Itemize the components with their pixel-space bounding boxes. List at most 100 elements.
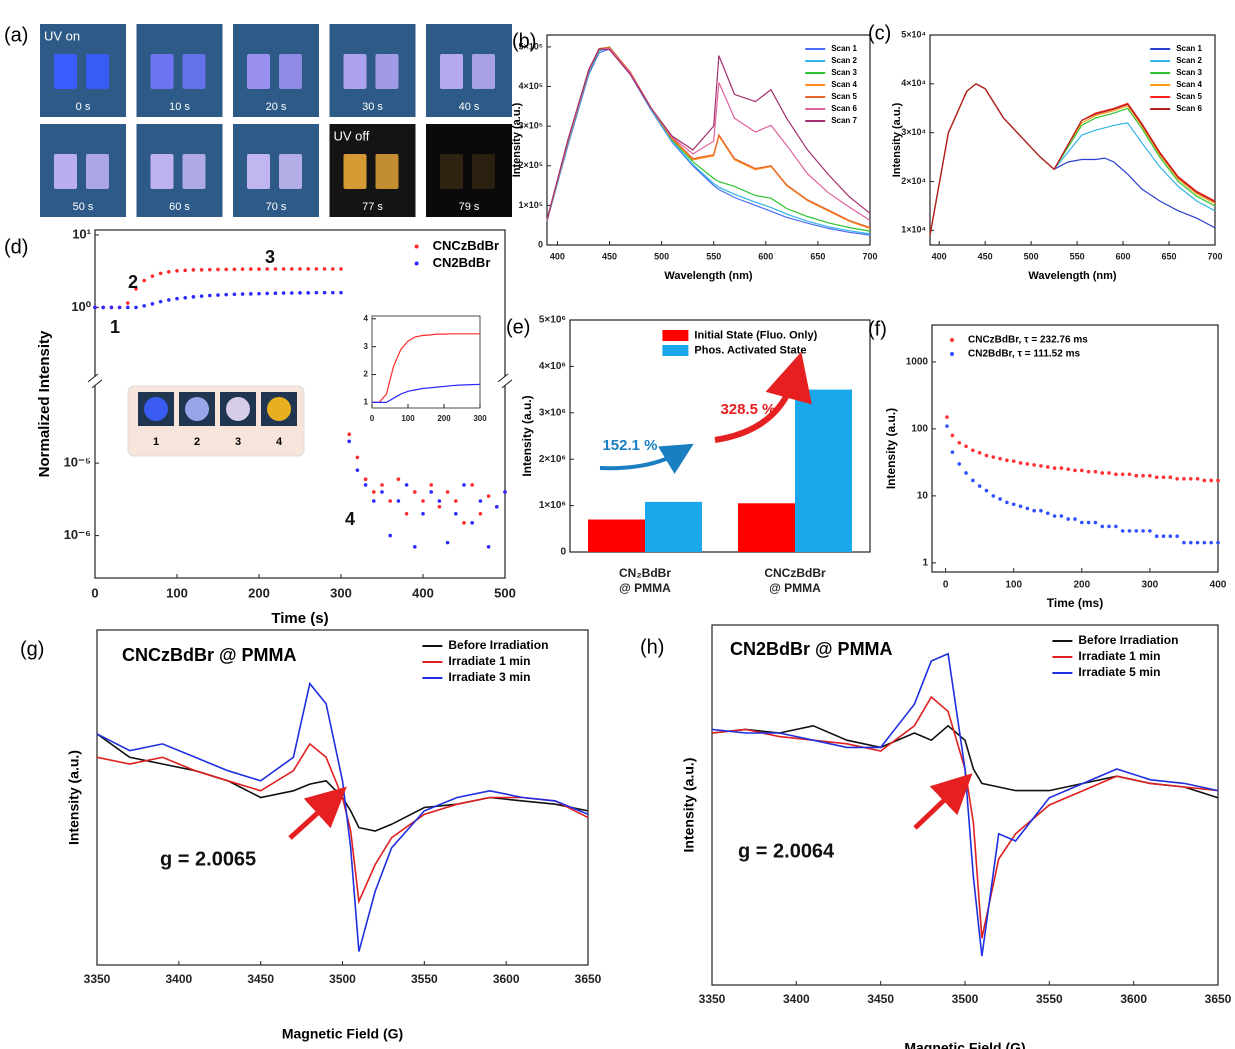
sample <box>86 154 109 189</box>
x-tick-label: 500 <box>494 585 516 600</box>
x-axis-label: Time (ms) <box>1047 596 1103 610</box>
legend-label: Before Irradiation <box>448 638 548 652</box>
x-tick-label: 700 <box>862 251 877 261</box>
x-tick-label: 600 <box>1116 251 1131 261</box>
photo-sample <box>267 397 291 421</box>
sample <box>343 154 367 189</box>
photo-caption: 50 s <box>73 201 94 213</box>
sample <box>247 154 270 189</box>
x-tick-label: 650 <box>810 251 825 261</box>
axis-break <box>497 373 509 383</box>
y-tick-label: 5×10⁶ <box>539 315 566 326</box>
point <box>1018 504 1023 509</box>
point <box>470 483 475 487</box>
point <box>1052 514 1057 518</box>
x-tick-label: 3400 <box>783 992 810 1006</box>
y-tick-label: 4×10⁵ <box>519 81 544 91</box>
x-tick-label: 550 <box>706 251 721 261</box>
point <box>1154 534 1159 538</box>
legend-swatch <box>414 261 419 266</box>
point <box>1209 478 1213 483</box>
category-label: CNCzBdBr @ PMMA <box>764 566 826 595</box>
point <box>396 499 401 503</box>
series-line <box>711 652 1219 957</box>
photo-tag: UV off <box>334 128 370 143</box>
axis-break <box>501 379 513 389</box>
legend-label: CNCzBdBr, τ = 232.76 ms <box>968 335 1088 346</box>
point <box>991 494 996 498</box>
point <box>314 290 319 295</box>
annotation: 2 <box>128 272 138 292</box>
legend-swatch <box>950 338 954 342</box>
series-line <box>96 681 589 952</box>
point <box>150 302 155 306</box>
x-tick-label: 200 <box>1073 580 1090 591</box>
sample <box>54 54 77 89</box>
y-axis-label: Normalized Intensity <box>36 330 53 477</box>
point <box>1168 475 1173 480</box>
y-tick-label: 1×10⁴ <box>901 225 926 235</box>
panel-label: (a) <box>4 24 28 46</box>
annotation: g = 2.0064 <box>738 840 835 862</box>
point <box>1120 529 1125 533</box>
chart-title: CNCzBdBr @ PMMA <box>122 645 297 665</box>
y-tick-label: 100 <box>911 424 928 435</box>
point <box>998 497 1002 501</box>
point <box>101 305 105 310</box>
point <box>1127 472 1132 477</box>
point <box>1182 476 1186 481</box>
point <box>486 545 491 549</box>
point <box>1175 476 1179 481</box>
point <box>950 450 955 454</box>
axis-break-gap <box>89 376 101 385</box>
photo-label: 3 <box>235 436 241 448</box>
point <box>355 455 360 460</box>
x-tick-label: 3500 <box>952 992 979 1006</box>
point <box>322 267 327 271</box>
point <box>1025 462 1030 466</box>
point <box>224 292 228 297</box>
point <box>306 267 311 271</box>
point <box>1127 529 1132 533</box>
legend-label: Scan 2 <box>1176 56 1202 65</box>
sample <box>54 154 77 189</box>
x-tick-label: 550 <box>1070 251 1085 261</box>
x-tick-label: 3600 <box>1120 992 1147 1006</box>
point <box>1148 473 1152 478</box>
x-axis-label: Magnetic Field (G) <box>904 1040 1025 1049</box>
point <box>265 267 270 271</box>
x-tick-label: 3350 <box>699 992 726 1006</box>
x-tick-label: 500 <box>654 251 669 261</box>
point <box>503 490 507 494</box>
point <box>1195 476 1200 481</box>
sample <box>440 154 463 189</box>
y-tick-label: 2×10⁶ <box>539 454 566 465</box>
x-tick-label: 200 <box>437 414 451 423</box>
point <box>339 290 343 295</box>
x-tick-label: 3550 <box>411 972 438 986</box>
point <box>232 292 237 297</box>
x-tick-label: 3600 <box>493 972 520 986</box>
point <box>372 499 376 503</box>
sample <box>279 54 302 89</box>
legend-label: Scan 1 <box>831 44 857 53</box>
series-line <box>929 83 1216 236</box>
legend-label: Scan 2 <box>831 56 857 65</box>
arrow <box>599 443 694 474</box>
point <box>1005 458 1009 463</box>
point <box>1045 511 1050 516</box>
y-tick-label: 1×10⁶ <box>539 500 566 511</box>
point <box>950 433 955 438</box>
y-tick-label: 3×10⁴ <box>901 127 926 137</box>
x-tick-label: 650 <box>1162 251 1177 261</box>
point <box>1188 540 1193 545</box>
y-tick-label: 1000 <box>906 357 929 368</box>
y-tick-label: 0 <box>538 239 543 249</box>
panel-label: (f) <box>868 318 887 340</box>
point <box>240 267 245 271</box>
chart-title: CN2BdBr @ PMMA <box>730 639 893 659</box>
point <box>1107 524 1111 529</box>
point <box>199 268 204 272</box>
x-axis-label: Time (s) <box>271 610 328 627</box>
